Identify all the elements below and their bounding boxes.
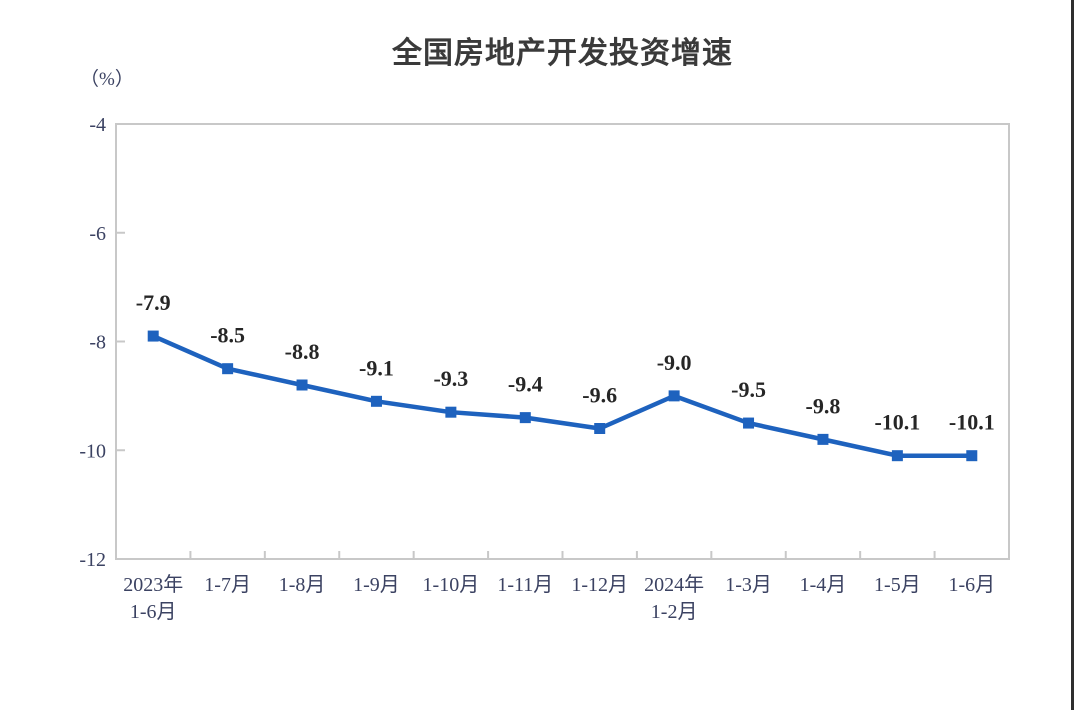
y-tick-label: -10 bbox=[79, 440, 106, 462]
data-point-marker bbox=[966, 450, 978, 462]
y-tick-label: -4 bbox=[89, 114, 106, 136]
data-point-label: -9.5 bbox=[731, 377, 766, 402]
x-tick-label: 1-12月 bbox=[571, 574, 628, 596]
data-point-label: -8.8 bbox=[285, 339, 320, 364]
data-point-marker bbox=[668, 390, 680, 402]
data-point-label: -9.1 bbox=[359, 355, 394, 380]
x-tick-label: 1-3月 bbox=[725, 574, 772, 596]
y-tick-label: -8 bbox=[89, 332, 106, 354]
x-tick-label: 1-6月 bbox=[948, 574, 995, 596]
screen-right-border bbox=[1071, 0, 1074, 710]
data-point-label: -10.1 bbox=[949, 410, 995, 435]
data-point-label: -9.6 bbox=[582, 383, 617, 408]
x-tick-label: 1-5月 bbox=[874, 574, 921, 596]
x-tick-label: 1-2月 bbox=[651, 601, 698, 623]
data-point-marker bbox=[222, 363, 234, 375]
x-tick-label: 1-7月 bbox=[204, 574, 251, 596]
series-line bbox=[150, 333, 975, 458]
data-point-label: -8.5 bbox=[210, 323, 245, 348]
x-tick-label: 1-10月 bbox=[423, 574, 480, 596]
data-point-label: -9.3 bbox=[433, 366, 468, 391]
x-tick-label: 1-4月 bbox=[800, 574, 847, 596]
x-tick-label: 1-11月 bbox=[497, 574, 553, 596]
data-point-label: -10.1 bbox=[874, 410, 920, 435]
data-point-marker bbox=[519, 412, 531, 424]
plot-area-border bbox=[115, 123, 1010, 560]
data-point-marker bbox=[743, 417, 755, 429]
data-point-marker bbox=[147, 330, 159, 342]
data-point-marker bbox=[370, 395, 382, 407]
data-point-marker bbox=[891, 450, 903, 462]
x-tick-label: 2024年 bbox=[644, 573, 704, 596]
data-point-label: -7.9 bbox=[136, 290, 171, 315]
data-point-marker bbox=[817, 433, 829, 445]
y-tick-label: -6 bbox=[89, 223, 106, 245]
y-axis-unit-label: （%） bbox=[80, 69, 134, 90]
data-point-label: -9.4 bbox=[508, 372, 543, 397]
data-point-marker bbox=[445, 406, 457, 418]
chart-title: 全国房地产开发投资增速 bbox=[392, 37, 733, 70]
x-tick-label: 1-8月 bbox=[279, 574, 326, 596]
data-point-label: -9.0 bbox=[657, 350, 692, 375]
data-point-marker bbox=[594, 423, 606, 434]
data-point-marker bbox=[296, 379, 308, 391]
x-tick-label: 1-6月 bbox=[130, 601, 177, 623]
x-tick-label: 1-9月 bbox=[353, 574, 400, 596]
y-tick-label: -12 bbox=[79, 549, 106, 571]
x-tick-label: 2023年 bbox=[123, 573, 183, 596]
data-point-label: -9.8 bbox=[806, 393, 841, 418]
